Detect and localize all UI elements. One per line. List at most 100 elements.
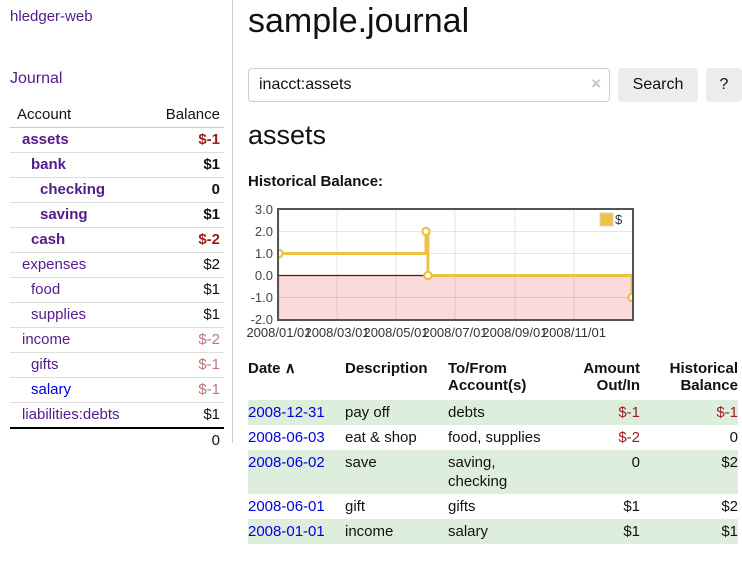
- chart-y-axis-label: 2.0: [254, 223, 273, 239]
- account-row: saving $1: [10, 202, 224, 228]
- register-balance: $2: [721, 454, 738, 471]
- clear-search-icon[interactable]: ×: [591, 74, 601, 93]
- register-row: 2008-06-02 save saving, checking 0 $2: [248, 450, 738, 494]
- account-balance: $2: [144, 252, 224, 278]
- account-link[interactable]: cash: [31, 231, 66, 248]
- register-balance: $1: [721, 523, 738, 540]
- chart-y-axis-label: -1.0: [250, 289, 273, 305]
- account-link[interactable]: food: [31, 281, 61, 298]
- account-balance: 0: [144, 177, 224, 203]
- accounts-total: 0: [144, 427, 224, 453]
- account-link[interactable]: income: [22, 331, 71, 348]
- register-accounts: gifts: [448, 498, 476, 515]
- account-link[interactable]: saving: [40, 206, 88, 223]
- page-title: sample.journal: [248, 2, 470, 40]
- register-date-link[interactable]: 2008-12-31: [248, 404, 325, 421]
- register-balance: $2: [721, 498, 738, 515]
- account-link[interactable]: checking: [40, 181, 106, 198]
- account-link[interactable]: gifts: [31, 356, 59, 373]
- account-row: gifts $-1: [10, 352, 224, 378]
- register-amount: $1: [623, 523, 640, 540]
- register-date-link[interactable]: 2008-06-03: [248, 429, 325, 446]
- register-header-description: Description: [345, 360, 428, 377]
- account-balance: $1: [144, 402, 224, 429]
- accounts-header-balance: Balance: [144, 103, 224, 128]
- register-balance: $-1: [716, 404, 738, 421]
- account-balance: $-1: [144, 127, 224, 153]
- register-row: 2008-06-01 gift gifts $1 $2: [248, 494, 738, 519]
- account-link[interactable]: assets: [22, 131, 69, 148]
- chart-x-axis-label: 2008/05/01: [363, 325, 429, 340]
- account-link[interactable]: expenses: [22, 256, 87, 273]
- register-accounts: saving, checking: [448, 454, 508, 490]
- register-description: eat & shop: [345, 429, 417, 446]
- register-amount: $-1: [618, 404, 640, 421]
- account-link[interactable]: salary: [31, 381, 72, 398]
- legend-label: $: [615, 212, 623, 227]
- register-description: pay off: [345, 404, 390, 421]
- journal-nav-link[interactable]: Journal: [10, 70, 63, 87]
- chart-y-axis-label: -2.0: [250, 311, 273, 327]
- account-balance: $-2: [144, 227, 224, 253]
- chart-y-axis-label: 3.0: [254, 201, 273, 217]
- register-header-balance: Historical Balance: [669, 360, 738, 394]
- account-row: cash $-2: [10, 227, 224, 253]
- account-row: food $1: [10, 277, 224, 303]
- register-amount: $1: [623, 498, 640, 515]
- chart-y-axis-label: 0.0: [254, 267, 273, 283]
- account-link[interactable]: liabilities:debts: [22, 406, 120, 423]
- account-heading: assets: [248, 120, 327, 150]
- legend-swatch-icon: [599, 212, 614, 227]
- accounts-header-account: Account: [10, 103, 145, 128]
- account-row: assets $-1: [10, 127, 224, 153]
- account-row: bank $1: [10, 152, 224, 178]
- register-balance: 0: [729, 429, 738, 446]
- sort-asc-icon: ∧: [284, 360, 296, 377]
- account-row: checking 0: [10, 177, 224, 203]
- register-date-link[interactable]: 2008-01-01: [248, 523, 325, 540]
- search-button[interactable]: Search: [618, 68, 698, 102]
- chart-x-axis-label: 2008/09/01: [482, 325, 548, 340]
- chart-x-axis-label: 2008/07/01: [422, 325, 488, 340]
- register-row: 2008-01-01 income salary $1 $1: [248, 519, 738, 544]
- main-content: sample.journal × Search ? assets Histori…: [246, 0, 742, 582]
- account-row: income $-2: [10, 327, 224, 353]
- register-header-amount: Amount Out/In: [583, 360, 640, 394]
- search-input[interactable]: [249, 69, 609, 101]
- register-header-row: Date ∧ Description To/From Account(s) Amo…: [248, 356, 738, 400]
- account-row: salary $-1: [10, 377, 224, 403]
- account-row: liabilities:debts $1: [10, 402, 224, 429]
- register-description: income: [345, 523, 394, 540]
- help-button[interactable]: ?: [706, 68, 742, 102]
- chart-plot: $: [277, 208, 634, 321]
- register-row: 2008-06-03 eat & shop food, supplies $-2 0: [248, 425, 738, 450]
- account-row: expenses $2: [10, 252, 224, 278]
- search-box: ×: [248, 68, 610, 102]
- register-date-link[interactable]: 2008-06-01: [248, 498, 325, 515]
- account-balance: $-1: [144, 377, 224, 403]
- accounts-header-row: Account Balance: [10, 103, 224, 128]
- chart-x-axis-label: 2008/11/01: [541, 325, 607, 340]
- account-balance: $1: [144, 277, 224, 303]
- sidebar: hledger-web Journal Account Balance asse…: [0, 0, 233, 453]
- account-link[interactable]: supplies: [31, 306, 87, 323]
- historical-balance-chart: $ 3.0 2.0 1.0 0.0 -1.0 -2.0 2008/01/01 2008/03/…: [246, 202, 742, 350]
- chart-x-axis-label: 2008/03/01: [304, 325, 370, 340]
- account-link[interactable]: bank: [31, 156, 67, 173]
- accounts-table: Account Balance assets $-1 bank $1 checking 0…: [10, 103, 224, 453]
- register-header-date[interactable]: Date ∧: [248, 360, 296, 377]
- search-form: × Search ?: [248, 68, 742, 104]
- account-balance: $-2: [144, 327, 224, 353]
- account-balance: $1: [144, 152, 224, 178]
- brand-link[interactable]: hledger-web: [10, 8, 93, 25]
- register-accounts: food, supplies: [448, 429, 541, 446]
- register-date-link[interactable]: 2008-06-02: [248, 454, 325, 471]
- chart-title: Historical Balance:: [248, 173, 384, 190]
- account-row: supplies $1: [10, 302, 224, 328]
- accounts-total-row: 0: [10, 427, 224, 453]
- register-description: gift: [345, 498, 366, 515]
- register-row: 2008-12-31 pay off debts $-1 $-1: [248, 400, 738, 425]
- register-description: save: [345, 454, 377, 471]
- account-balance: $1: [144, 202, 224, 228]
- chart-legend: $: [599, 212, 623, 227]
